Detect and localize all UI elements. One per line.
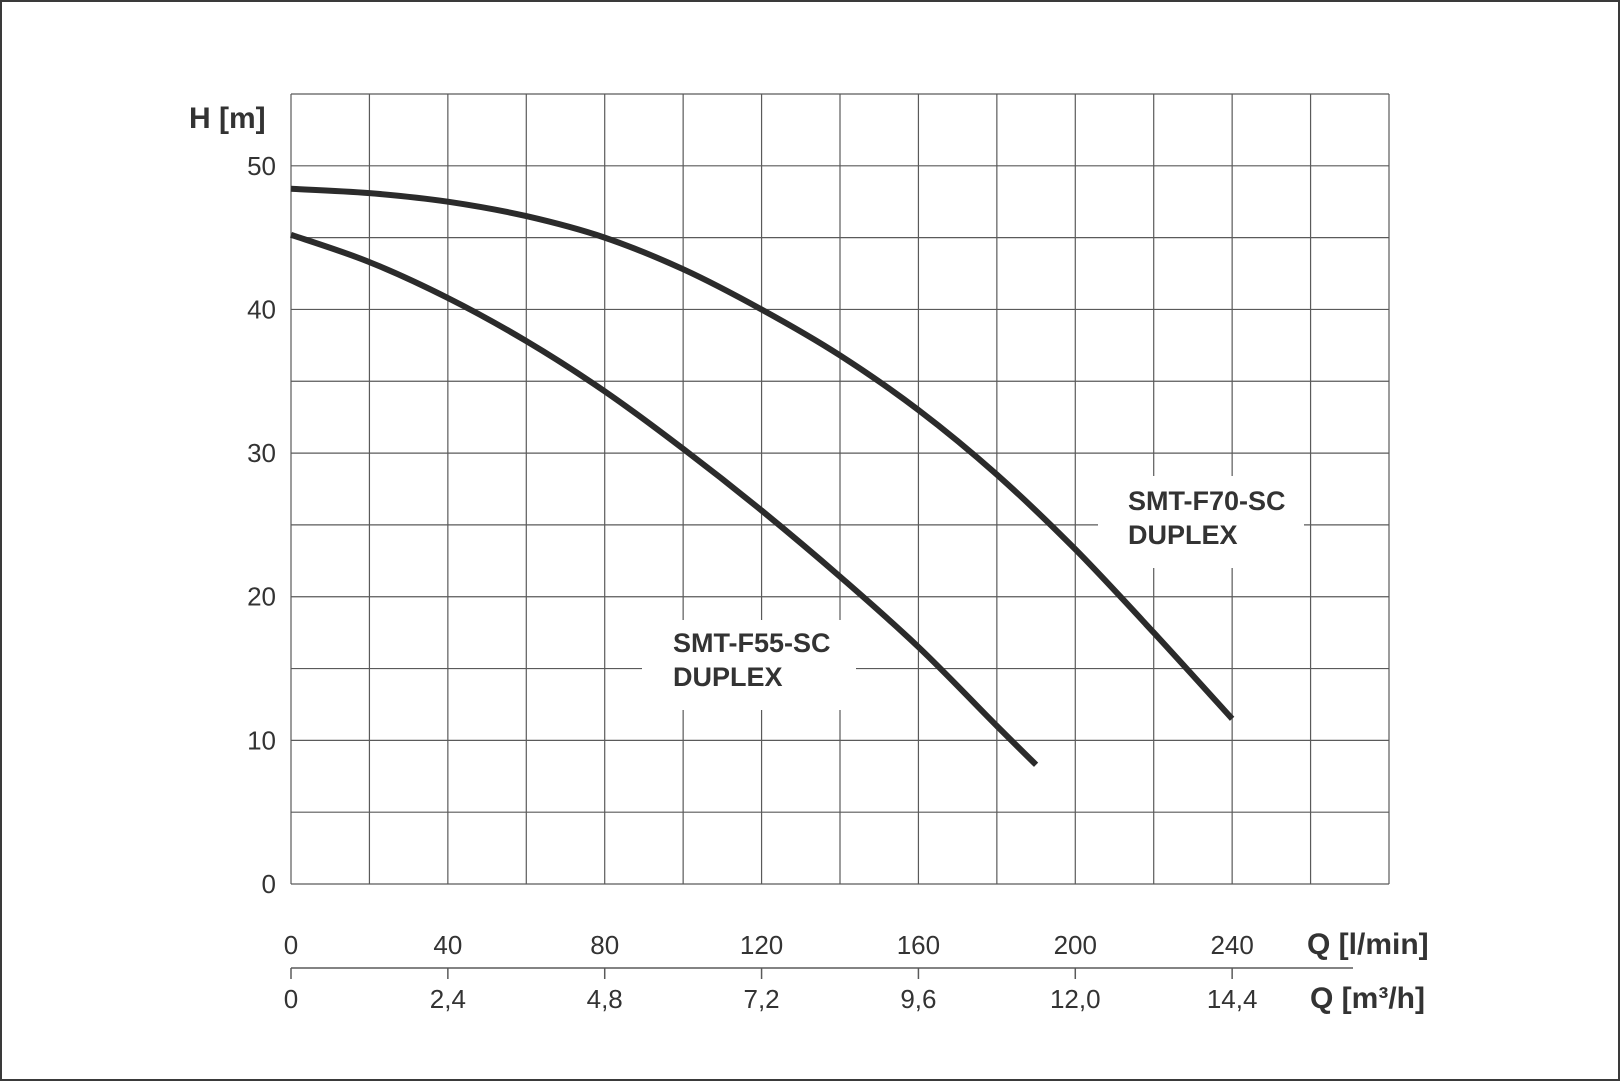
y-axis-title: H [m]: [189, 102, 266, 135]
series-label-background: [1098, 476, 1304, 568]
x-tick-label-m3h: 0: [284, 984, 298, 1014]
x-tick-label-m3h: 2,4: [430, 984, 466, 1014]
labels: H [m] Q [l/min] Q [m³/h] 0 10 20 30 40 50 0 40 8…: [189, 102, 1429, 1015]
x-tick-label-lmin: 160: [897, 930, 940, 960]
series-label: SMT-F70-SC: [1128, 486, 1286, 516]
series-line: [290, 231, 1039, 767]
series-label: DUPLEX: [1128, 520, 1238, 550]
x-tick-label-lmin: 0: [284, 930, 298, 960]
series-label: DUPLEX: [673, 662, 783, 692]
x-axis-title-lmin: Q [l/min]: [1307, 928, 1429, 961]
x-tick-label-m3h: 4,8: [587, 984, 623, 1014]
curves: [290, 185, 1304, 767]
y-tick-label: 40: [247, 294, 276, 324]
y-tick-label: 30: [247, 438, 276, 468]
x-tick-label-m3h: 7,2: [743, 984, 779, 1014]
x-axis-title-m3h: Q [m³/h]: [1310, 982, 1425, 1015]
y-tick-label: 10: [247, 725, 276, 755]
x-tick-label-m3h: 12,0: [1050, 984, 1101, 1014]
y-tick-label: 0: [262, 869, 276, 899]
x-tick-label-lmin: 240: [1210, 930, 1253, 960]
y-tick-label: 50: [247, 151, 276, 181]
x-tick-label-m3h: 14,4: [1207, 984, 1258, 1014]
x-tick-label-lmin: 200: [1054, 930, 1097, 960]
y-tick-label: 20: [247, 582, 276, 612]
series-label: SMT-F55-SC: [673, 628, 831, 658]
x-tick-label-m3h: 9,6: [900, 984, 936, 1014]
x-tick-label-lmin: 40: [433, 930, 462, 960]
series-line: [290, 185, 1235, 721]
series-label-background: [642, 620, 856, 710]
x-tick-label-lmin: 120: [740, 930, 783, 960]
x-tick-label-lmin: 80: [590, 930, 619, 960]
